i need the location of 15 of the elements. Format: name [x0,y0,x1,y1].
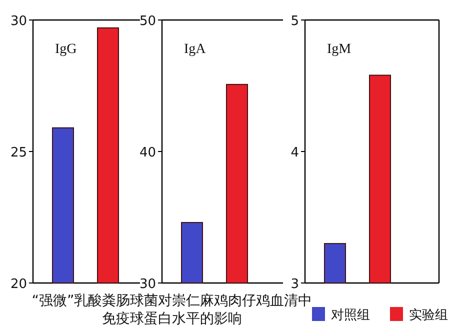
y-tick-label: 25 [10,146,27,160]
y-tick-label: 50 [139,14,156,29]
y-tick-label: 5 [290,14,299,29]
y-tick-label: 30 [139,277,156,292]
y-tick-label: 3 [290,277,299,292]
legend-label: 对照组 [331,308,370,323]
annotation: IgG [55,42,77,57]
y-tick-label: 30 [10,14,27,29]
y-tick-label: 4 [290,146,299,160]
annotation: IgM [327,42,352,57]
annotation: IgA [184,42,207,57]
y-tick-label: 40 [139,146,156,160]
legend-label: 实验组 [409,308,448,323]
text: “强微”乳酸粪肠球菌对崇仁麻鸡肉仔鸡血清中免疫球蛋白水平的影响 [32,293,312,327]
y-tick-label: 20 [10,277,27,292]
